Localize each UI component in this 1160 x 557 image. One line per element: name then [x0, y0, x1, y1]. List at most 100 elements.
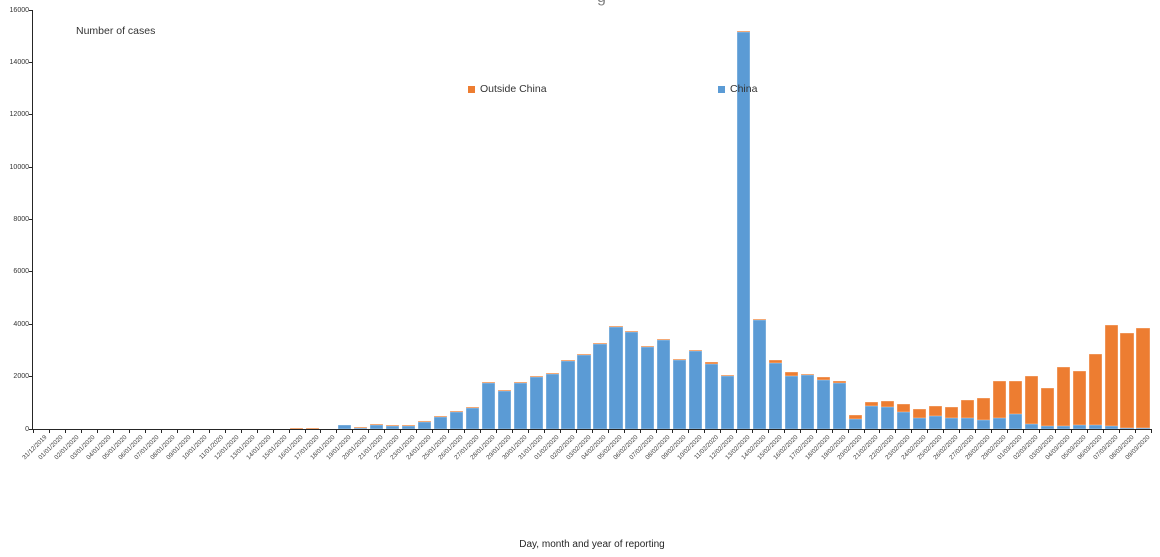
legend-item-china: China [718, 83, 757, 95]
china-segment [769, 362, 783, 429]
x-tick [33, 429, 34, 433]
x-tick [400, 429, 402, 433]
x-tick [1055, 429, 1057, 433]
x-tick [991, 429, 993, 433]
outside-china-segment [912, 409, 926, 419]
y-tick-label: 14000 [9, 58, 29, 66]
x-tick [655, 429, 657, 433]
outside-china-segment [753, 318, 767, 321]
china-segment [848, 418, 863, 429]
china-segment [705, 364, 719, 429]
x-tick [815, 429, 817, 433]
bar-06/02/2020 [625, 331, 639, 429]
outside-china-segment [657, 339, 671, 341]
china-segment [833, 383, 847, 429]
outside-china-segment [561, 360, 575, 362]
outside-china-segment [577, 354, 591, 356]
x-tick [496, 429, 498, 433]
bar-19/02/2020 [833, 380, 847, 429]
bar-05/03/2020 [1072, 370, 1086, 429]
y-tick [29, 271, 33, 273]
x-tick [783, 429, 785, 433]
china-segment [1136, 427, 1150, 429]
outside-china-segment [737, 30, 751, 33]
china-segment [657, 340, 671, 429]
china-segment [513, 383, 527, 429]
bar-13/02/2020 [737, 30, 751, 429]
x-tick [432, 429, 434, 433]
x-tick [304, 429, 306, 433]
outside-china-segment [976, 397, 990, 421]
x-tick [528, 429, 530, 433]
outside-china-segment [1056, 366, 1070, 426]
x-tick [512, 429, 514, 433]
china-segment [609, 327, 623, 429]
x-tick [128, 429, 130, 433]
y-tick [29, 166, 33, 168]
x-tick [112, 429, 114, 433]
bar-27/01/2020 [465, 407, 479, 429]
bar-07/03/2020 [1104, 324, 1118, 429]
x-tick [272, 429, 274, 433]
bar-12/02/2020 [721, 375, 735, 429]
outside-china-segment [1040, 388, 1054, 426]
china-segment [625, 332, 639, 429]
outside-china-segment [928, 405, 942, 416]
china-segment [417, 422, 431, 429]
outside-china-segment [801, 374, 815, 376]
x-tick [879, 429, 881, 433]
china-segment [1008, 413, 1022, 429]
x-tick [975, 429, 977, 433]
x-tick [256, 429, 258, 433]
x-tick [911, 429, 913, 433]
bar-14/02/2020 [753, 318, 767, 429]
outside-china-segment [1072, 370, 1086, 426]
x-tick [144, 429, 146, 433]
bar-01/02/2020 [545, 373, 559, 429]
outside-china-segment [817, 377, 831, 380]
outside-china-segment [465, 407, 479, 409]
y-tick-label: 16000 [9, 6, 29, 14]
bar-25/02/2020 [928, 405, 942, 429]
china-segment [529, 377, 543, 429]
outside-china-segment [625, 331, 639, 333]
china-segment [912, 418, 926, 429]
x-tick [240, 429, 242, 433]
bar-25/01/2020 [433, 416, 447, 429]
x-tick [943, 429, 945, 433]
y-tick [29, 428, 33, 430]
china-segment [465, 408, 479, 429]
china-segment [1056, 425, 1070, 429]
bar-29/01/2020 [497, 389, 511, 429]
bar-30/01/2020 [513, 382, 527, 429]
bar-28/02/2020 [976, 397, 990, 429]
bar-18/02/2020 [817, 377, 831, 429]
china-segment [1088, 425, 1102, 429]
x-tick [368, 429, 370, 433]
outside-china-segment [944, 406, 958, 419]
bar-19/01/2020 [337, 425, 351, 429]
bar-09/02/2020 [673, 358, 687, 429]
china-segment [817, 379, 831, 429]
bar-27/02/2020 [960, 399, 974, 429]
y-tick-label: 2000 [13, 373, 29, 381]
y-tick-label: 10000 [9, 163, 29, 171]
outside-china-segment [896, 403, 910, 413]
outside-china-segment [785, 372, 799, 377]
outside-china-segment [593, 343, 607, 345]
china-segment [673, 359, 687, 429]
outside-china-segment [1104, 324, 1118, 427]
outside-china-segment [449, 410, 463, 412]
bar-20/02/2020 [848, 415, 863, 429]
y-tick-label: 0 [25, 425, 29, 433]
china-segment [593, 344, 607, 429]
x-axis-line [32, 428, 1151, 431]
x-tick [927, 429, 929, 433]
x-tick [959, 429, 961, 433]
x-tick [895, 429, 897, 433]
x-tick [1039, 429, 1041, 433]
outside-china-segment [641, 345, 655, 347]
china-segment [1120, 427, 1134, 429]
outside-china-segment [1024, 376, 1038, 424]
x-tick [1119, 429, 1121, 433]
